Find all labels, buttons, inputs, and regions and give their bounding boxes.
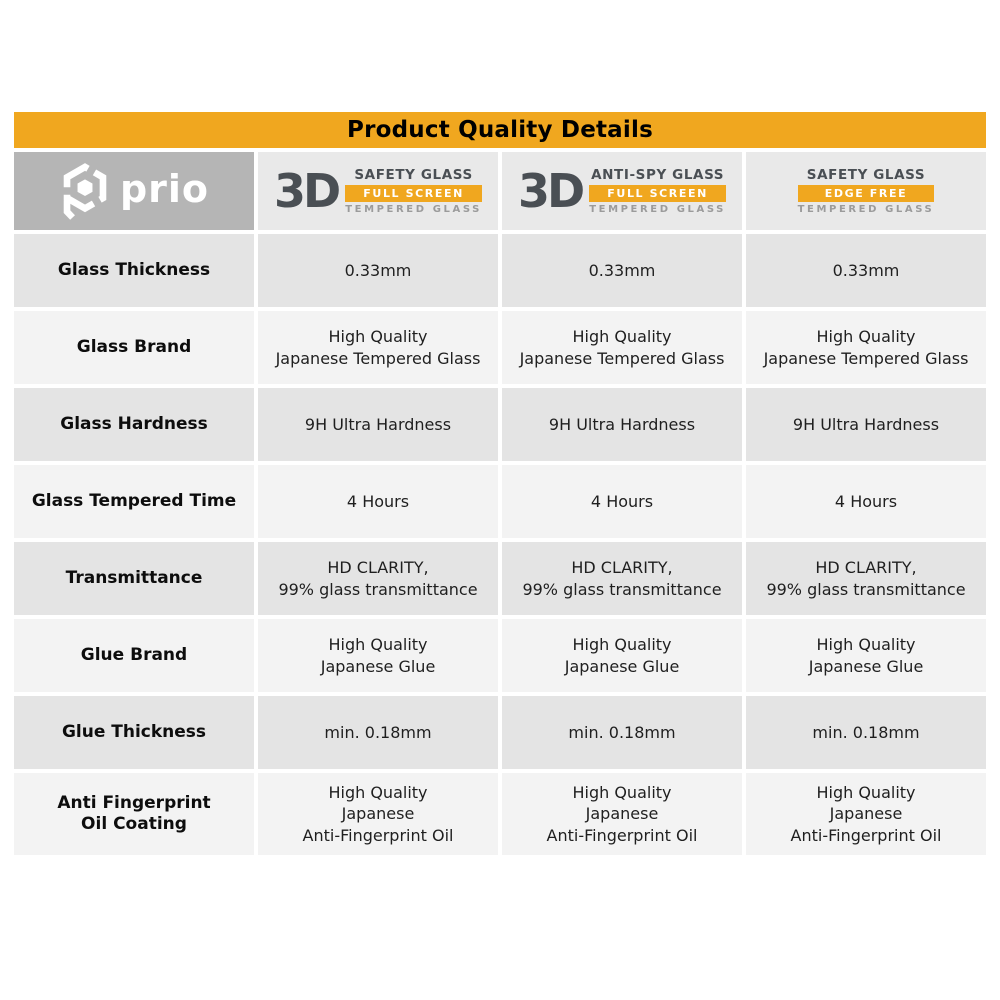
transmittance-value-col3: HD CLARITY, 99% glass transmittance (746, 542, 986, 615)
glass-thickness-value-col1: 0.33mm (258, 234, 498, 307)
comparison-grid: prio 3D SAFETY GLASS FULL SCREEN TEMPERE… (14, 152, 986, 855)
glue-brand-value-col3: High Quality Japanese Glue (746, 619, 986, 692)
glue-brand-value-col1: High Quality Japanese Glue (258, 619, 498, 692)
product-header-text: SAFETY GLASS EDGE FREE TEMPERED GLASS (797, 167, 935, 215)
product-badge: FULL SCREEN (589, 185, 726, 202)
row-label-glass-brand: Glass Brand (14, 311, 254, 384)
product-badge: EDGE FREE (797, 185, 935, 202)
anti-fingerprint-value-col2: High Quality Japanese Anti-Fingerprint O… (502, 773, 742, 855)
product-header-3d-anti-spy-glass: 3D ANTI-SPY GLASS FULL SCREEN TEMPERED G… (502, 152, 742, 230)
glass-hardness-value-col2: 9H Ultra Hardness (502, 388, 742, 461)
product-header-safety-glass-edge-free: SAFETY GLASS EDGE FREE TEMPERED GLASS (746, 152, 986, 230)
prio-hexagon-logo-icon (63, 163, 107, 220)
product-header-3d-safety-glass: 3D SAFETY GLASS FULL SCREEN TEMPERED GLA… (258, 152, 498, 230)
glue-thickness-value-col1: min. 0.18mm (258, 696, 498, 769)
glue-thickness-value-col2: min. 0.18mm (502, 696, 742, 769)
brand-name: prio (119, 167, 210, 211)
glass-brand-value-col2: High Quality Japanese Tempered Glass (502, 311, 742, 384)
glass-hardness-value-col3: 9H Ultra Hardness (746, 388, 986, 461)
product-name: SAFETY GLASS (354, 167, 473, 183)
product-subtitle: TEMPERED GLASS (345, 204, 482, 215)
product-name: SAFETY GLASS (806, 167, 926, 183)
glass-thickness-value-col2: 0.33mm (502, 234, 742, 307)
product-header-text: SAFETY GLASS FULL SCREEN TEMPERED GLASS (345, 167, 482, 215)
product-3d-mark: 3D (274, 164, 341, 218)
glass-thickness-value-col3: 0.33mm (746, 234, 986, 307)
anti-fingerprint-value-col3: High Quality Japanese Anti-Fingerprint O… (746, 773, 986, 855)
glass-brand-value-col1: High Quality Japanese Tempered Glass (258, 311, 498, 384)
glass-tempered-time-value-col3: 4 Hours (746, 465, 986, 538)
glass-tempered-time-value-col2: 4 Hours (502, 465, 742, 538)
glass-brand-value-col3: High Quality Japanese Tempered Glass (746, 311, 986, 384)
row-label-anti-fingerprint-oil-coating: Anti Fingerprint Oil Coating (14, 773, 254, 855)
glue-thickness-value-col3: min. 0.18mm (746, 696, 986, 769)
product-3d-mark: 3D (518, 164, 585, 218)
product-quality-table: Product Quality Details prio 3D SAFETY G… (14, 112, 986, 855)
product-badge: FULL SCREEN (345, 185, 482, 202)
glue-brand-value-col2: High Quality Japanese Glue (502, 619, 742, 692)
row-label-glass-thickness: Glass Thickness (14, 234, 254, 307)
product-subtitle: TEMPERED GLASS (589, 204, 726, 215)
page-title: Product Quality Details (347, 117, 653, 143)
row-label-transmittance: Transmittance (14, 542, 254, 615)
title-bar: Product Quality Details (14, 112, 986, 148)
product-header-text: ANTI-SPY GLASS FULL SCREEN TEMPERED GLAS… (589, 167, 726, 215)
row-label-glass-hardness: Glass Hardness (14, 388, 254, 461)
transmittance-value-col1: HD CLARITY, 99% glass transmittance (258, 542, 498, 615)
row-label-glue-thickness: Glue Thickness (14, 696, 254, 769)
glass-tempered-time-value-col1: 4 Hours (258, 465, 498, 538)
anti-fingerprint-value-col1: High Quality Japanese Anti-Fingerprint O… (258, 773, 498, 855)
row-label-glass-tempered-time: Glass Tempered Time (14, 465, 254, 538)
brand-logo-cell: prio (14, 152, 254, 230)
transmittance-value-col2: HD CLARITY, 99% glass transmittance (502, 542, 742, 615)
glass-hardness-value-col1: 9H Ultra Hardness (258, 388, 498, 461)
product-subtitle: TEMPERED GLASS (797, 204, 935, 215)
product-name: ANTI-SPY GLASS (591, 167, 725, 183)
row-label-glue-brand: Glue Brand (14, 619, 254, 692)
